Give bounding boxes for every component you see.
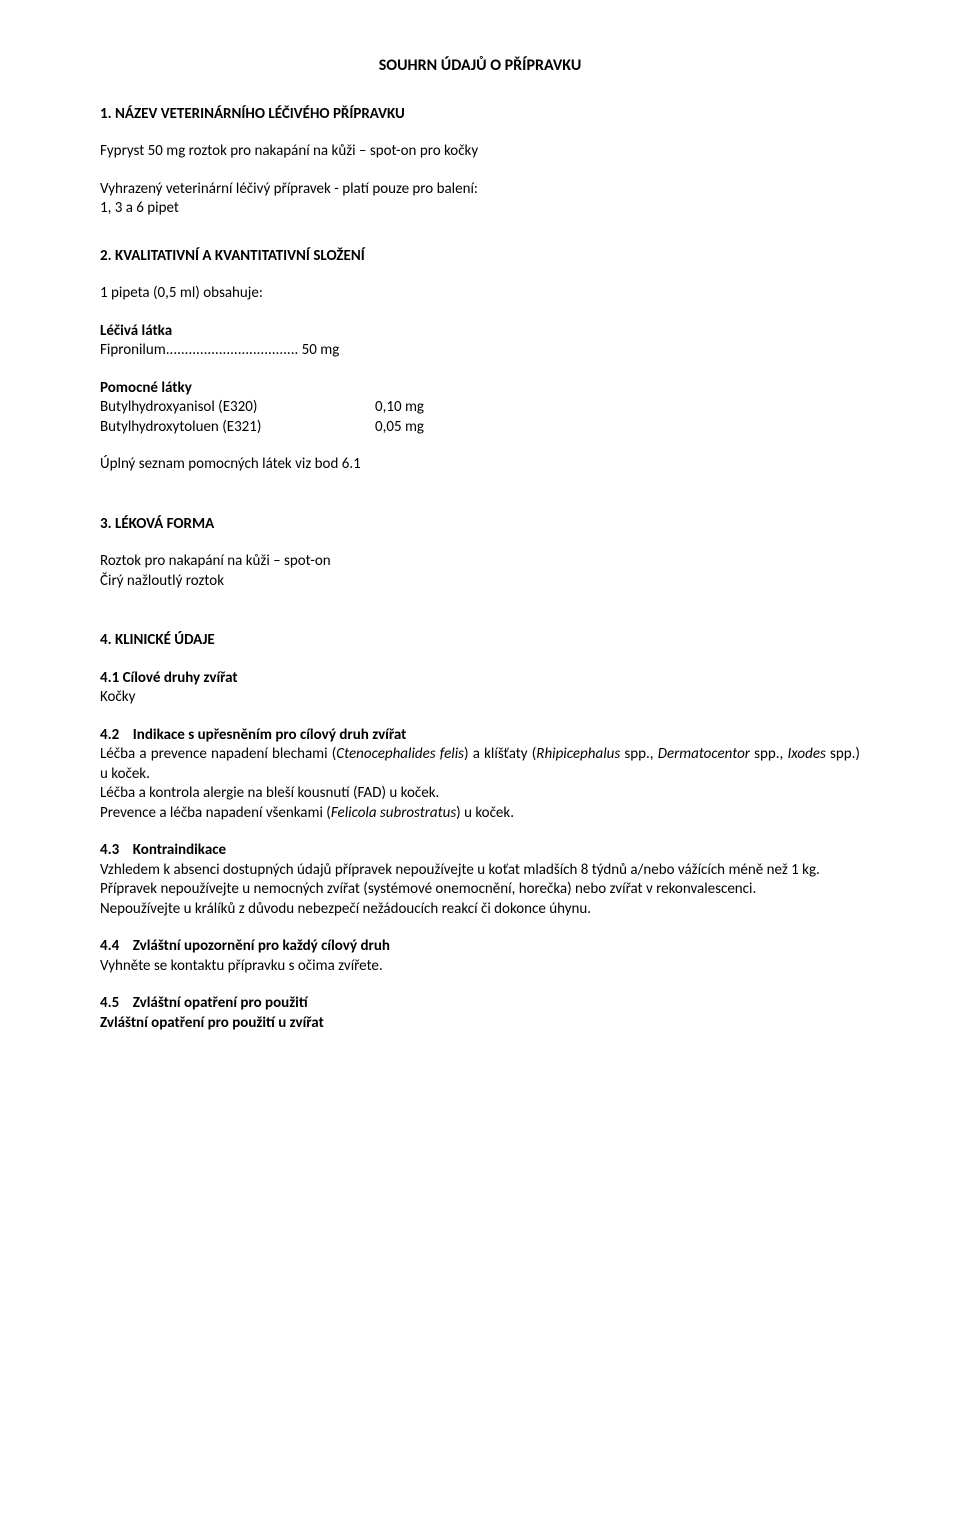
subsection-42-p2: Léčba a kontrola alergie na bleší kousnu…: [100, 784, 860, 804]
subsection-43-p3: Nepoužívejte u králíků z důvodu nebezpeč…: [100, 900, 860, 920]
subsection-43-p2: Přípravek nepoužívejte u nemocných zvířa…: [100, 880, 860, 900]
subsection-41-body: Kočky: [100, 688, 860, 708]
excipients-label: Pomocné látky: [100, 379, 860, 399]
subsection-42-p3: Prevence a léčba napadení všenkami (Feli…: [100, 804, 860, 824]
heading-number: 4.2: [100, 726, 119, 744]
excipient-value: 0,10 mg: [375, 398, 424, 418]
subsection-45-heading: 4.5 Zvláštní opatření pro použití: [100, 994, 860, 1014]
section-3-line2: Čirý nažloutlý roztok: [100, 572, 860, 592]
subsection-41-heading: 4.1 Cílové druhy zvířat: [100, 669, 860, 689]
section-2-pipette: 1 pipeta (0,5 ml) obsahuje:: [100, 284, 860, 304]
active-substance-text: Fipronilum..............................…: [100, 341, 860, 361]
section-1-restriction: Vyhrazený veterinární léčivý přípravek -…: [100, 180, 860, 200]
section-3-heading: 3. LÉKOVÁ FORMA: [100, 515, 860, 535]
section-3-line1: Roztok pro nakapání na kůži – spot-on: [100, 552, 860, 572]
heading-number: 4.3: [100, 841, 119, 859]
section-2-footer: Úplný seznam pomocných látek viz bod 6.1: [100, 455, 860, 475]
subsection-43-heading: 4.3 Kontraindikace: [100, 841, 860, 861]
subsection-42-p1: Léčba a prevence napadení blechami (Cten…: [100, 745, 860, 784]
excipient-row: Butylhydroxyanisol (E320) 0,10 mg: [100, 398, 860, 418]
section-1-product: Fypryst 50 mg roztok pro nakapání na kůž…: [100, 142, 860, 162]
active-substance-label: Léčivá látka: [100, 322, 860, 342]
section-4-heading: 4. KLINICKÉ ÚDAJE: [100, 631, 860, 651]
heading-text: Indikace s upřesněním pro cílový druh zv…: [133, 726, 407, 744]
section-1-packsizes: 1, 3 a 6 pipet: [100, 199, 860, 219]
heading-number: 4.5: [100, 994, 119, 1012]
subsection-44-p1: Vyhněte se kontaktu přípravku s očima zv…: [100, 957, 860, 977]
excipient-value: 0,05 mg: [375, 418, 424, 438]
heading-text: Zvláštní opatření pro použití: [133, 994, 308, 1012]
section-2-heading: 2. KVALITATIVNÍ A KVANTITATIVNÍ SLOŽENÍ: [100, 247, 860, 267]
document-title: SOUHRN ÚDAJŮ O PŘÍPRAVKU: [100, 56, 860, 77]
subsection-45-p1: Zvláštní opatření pro použití u zvířat: [100, 1014, 860, 1034]
excipient-name: Butylhydroxyanisol (E320): [100, 398, 375, 418]
subsection-44-heading: 4.4 Zvláštní upozornění pro každý cílový…: [100, 937, 860, 957]
heading-text: Kontraindikace: [133, 841, 226, 859]
heading-number: 4.4: [100, 937, 119, 955]
excipient-row: Butylhydroxytoluen (E321) 0,05 mg: [100, 418, 860, 438]
section-1-heading: 1. NÁZEV VETERINÁRNÍHO LÉČIVÉHO PŘÍPRAVK…: [100, 105, 860, 125]
excipient-name: Butylhydroxytoluen (E321): [100, 418, 375, 438]
subsection-43-p1: Vzhledem k absenci dostupných údajů příp…: [100, 861, 860, 881]
heading-text: Zvláštní upozornění pro každý cílový dru…: [133, 937, 390, 955]
subsection-42-heading: 4.2 Indikace s upřesněním pro cílový dru…: [100, 726, 860, 746]
